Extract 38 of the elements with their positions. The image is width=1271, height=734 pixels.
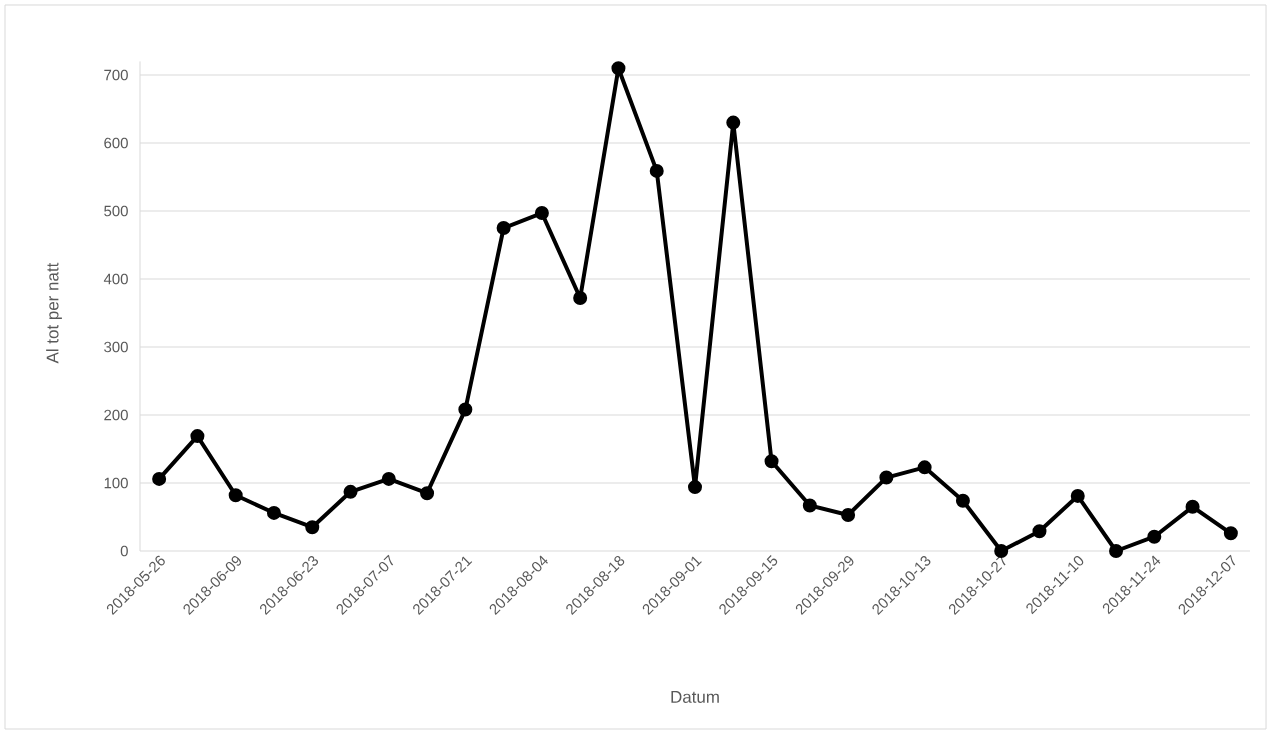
point <box>1070 488 1085 503</box>
point <box>841 507 856 522</box>
point <box>802 498 817 513</box>
point <box>1185 499 1200 514</box>
point <box>611 61 626 76</box>
point <box>190 429 205 444</box>
point <box>573 291 588 306</box>
point <box>917 460 932 475</box>
point <box>152 471 167 486</box>
point <box>228 488 243 503</box>
y-tick-label: 600 <box>104 137 128 149</box>
point <box>764 454 779 469</box>
point <box>1223 526 1238 541</box>
y-tick-label: 300 <box>104 341 128 353</box>
point <box>879 470 894 485</box>
point <box>305 520 320 535</box>
point <box>458 402 473 417</box>
point <box>534 206 549 221</box>
point <box>955 493 970 508</box>
y-tick-label: 0 <box>120 545 128 557</box>
y-tick-label: 700 <box>104 69 128 81</box>
y-tick-label: 200 <box>104 409 128 421</box>
point <box>343 484 358 499</box>
point <box>649 163 664 178</box>
y-tick-label: 500 <box>104 205 128 217</box>
point <box>496 221 511 235</box>
y-tick-label: 400 <box>103 273 128 285</box>
point <box>994 544 1009 558</box>
y-axis-title: Al tot per natt <box>46 262 62 364</box>
point <box>266 505 281 520</box>
point <box>420 486 435 501</box>
x-axis-title: Datum <box>671 691 719 703</box>
point <box>381 471 396 486</box>
point <box>726 115 741 130</box>
point <box>688 480 702 495</box>
y-tick-label: 100 <box>104 477 128 489</box>
point <box>1147 529 1162 544</box>
point <box>1032 524 1047 539</box>
